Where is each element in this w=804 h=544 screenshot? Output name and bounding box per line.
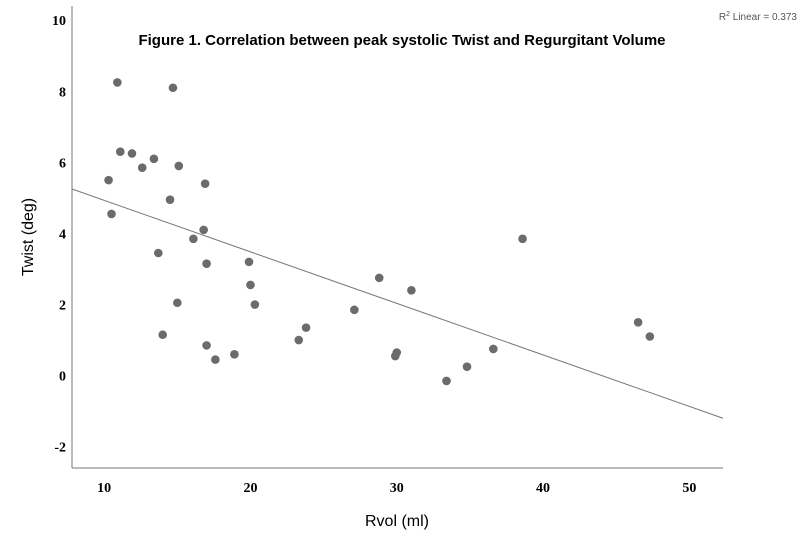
chart-title: Figure 1. Correlation between peak systo…: [138, 32, 665, 49]
legend-superscript: 2: [726, 11, 730, 18]
y-tick-label: 0: [59, 370, 66, 385]
data-point: [374, 273, 384, 283]
data-point: [168, 83, 178, 93]
data-point: [250, 300, 260, 309]
y-tick-label: 10: [52, 14, 66, 29]
axes: [71, 6, 723, 469]
x-tick-label: 10: [97, 481, 111, 496]
data-point: [246, 280, 255, 290]
data-point: [392, 348, 402, 357]
data-point: [301, 323, 311, 332]
data-point: [104, 175, 113, 185]
data-point: [244, 257, 254, 267]
data-point: [200, 179, 210, 188]
data-point: [154, 248, 163, 258]
data-point: [165, 195, 175, 204]
data-point: [189, 234, 198, 244]
data-point: [230, 349, 239, 359]
data-point: [158, 330, 168, 340]
y-axis-ticks: -2 0 2 4 6 8 10: [52, 14, 66, 455]
y-tick-label: 2: [59, 299, 66, 314]
data-point: [107, 209, 116, 219]
x-tick-label: 20: [243, 481, 257, 496]
data-point: [294, 335, 304, 345]
data-point: [633, 317, 643, 327]
data-point: [137, 163, 147, 172]
x-axis-ticks: 10 20 30 40 50: [97, 481, 696, 496]
data-point: [407, 286, 416, 295]
y-tick-label: 6: [59, 156, 66, 171]
legend-label: R2 Linear = 0.373: [719, 11, 798, 23]
data-point: [202, 341, 211, 350]
y-axis-title: Twist (deg): [20, 198, 37, 276]
y-tick-label: 8: [59, 85, 66, 100]
x-tick-label: 30: [390, 481, 404, 496]
x-tick-label: 50: [682, 481, 696, 496]
data-point: [127, 149, 137, 158]
y-tick-label: 4: [59, 227, 66, 242]
data-point: [202, 259, 211, 268]
data-point: [113, 78, 122, 87]
data-point: [489, 344, 498, 354]
data-point: [462, 362, 472, 372]
data-point: [174, 161, 184, 171]
data-point: [173, 298, 182, 308]
legend-r: R: [719, 12, 726, 23]
data-point: [442, 376, 451, 386]
data-point: [211, 355, 220, 364]
x-axis-title: Rvol (ml): [365, 513, 429, 530]
x-tick-label: 40: [536, 481, 550, 496]
legend-linear-text: Linear = 0.373: [730, 12, 797, 23]
data-point: [645, 332, 655, 341]
data-point: [149, 154, 159, 164]
y-tick-label: -2: [54, 441, 66, 456]
data-point: [350, 305, 359, 315]
legend: R2 Linear = 0.373: [719, 11, 798, 23]
data-point: [115, 147, 125, 157]
data-points: [104, 78, 655, 386]
data-point: [518, 234, 527, 244]
data-point: [199, 225, 208, 235]
regression-line: [71, 188, 724, 419]
